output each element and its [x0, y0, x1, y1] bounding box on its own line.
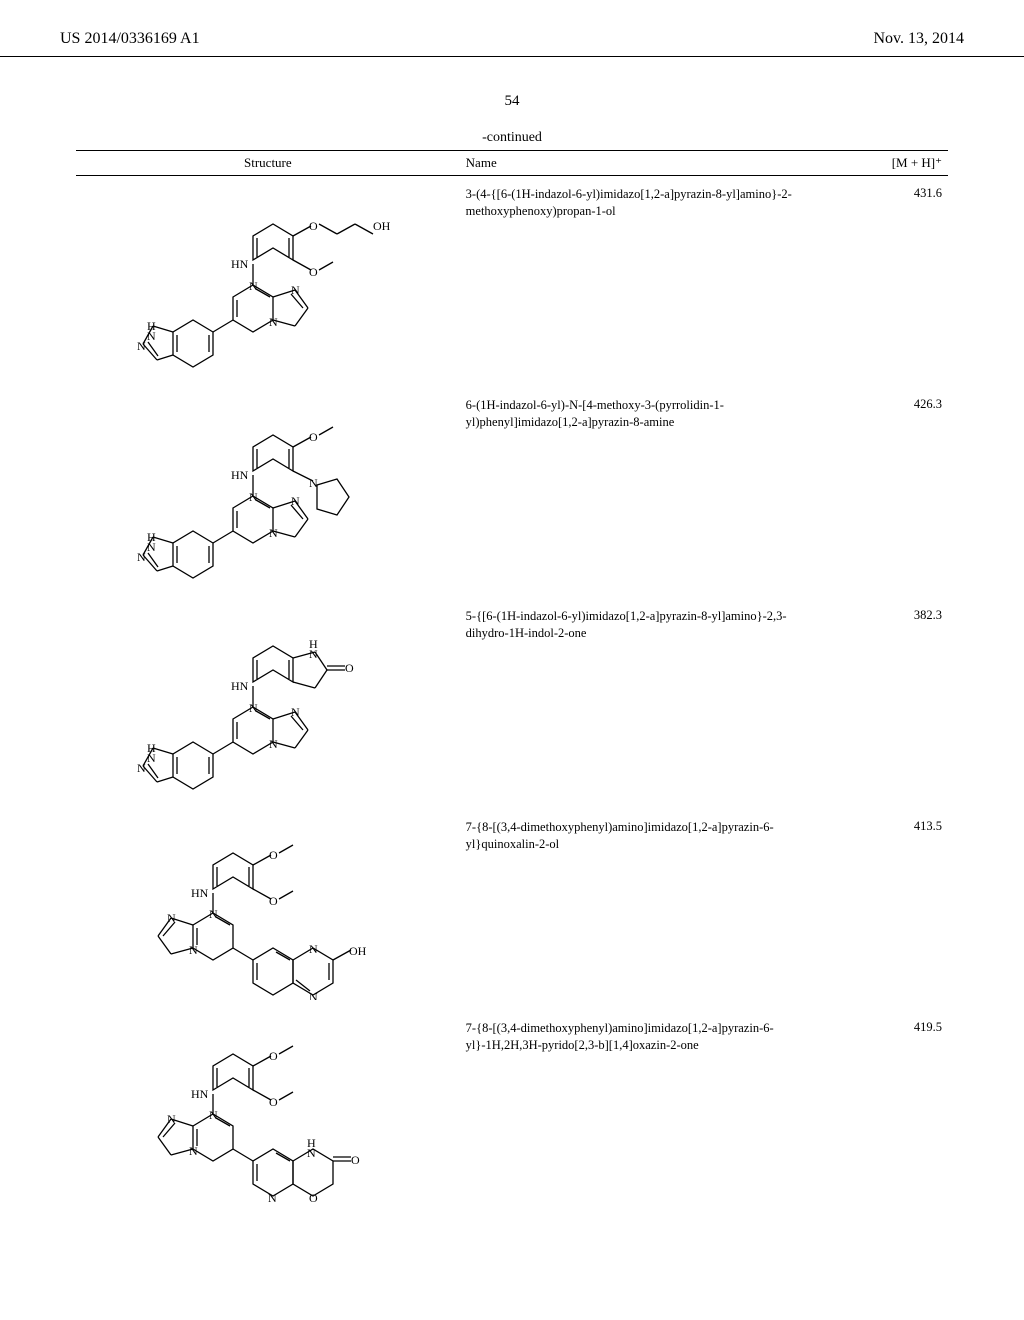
table-header-row: Structure Name [M + H]⁺: [76, 151, 948, 176]
svg-text:HN: HN: [191, 1087, 209, 1101]
svg-text:N: N: [268, 1191, 277, 1205]
continued-label: -continued: [0, 130, 1024, 146]
svg-text:N: N: [291, 494, 300, 508]
svg-text:O: O: [351, 1153, 360, 1167]
svg-text:N: N: [269, 526, 278, 540]
molecule-1: N N N HN: [123, 182, 413, 377]
svg-text:O: O: [309, 1191, 318, 1205]
svg-text:N: N: [137, 550, 146, 564]
svg-text:N: N: [269, 315, 278, 329]
svg-text:HN: HN: [231, 468, 249, 482]
svg-text:O: O: [269, 894, 278, 908]
svg-text:N: N: [189, 943, 198, 957]
col-name: Name: [460, 151, 809, 176]
name-cell: 5-{[6-(1H-indazol-6-yl)imidazo[1,2-a]pyr…: [460, 598, 809, 809]
name-cell: 6-(1H-indazol-6-yl)-N-[4-methoxy-3-(pyrr…: [460, 387, 809, 598]
svg-text:O: O: [309, 430, 318, 444]
svg-text:O: O: [269, 1049, 278, 1063]
molecule-3: N N N HN: [123, 604, 413, 799]
svg-text:N: N: [309, 647, 318, 661]
table-row: N N N HN O: [76, 1010, 948, 1216]
svg-text:O: O: [309, 219, 318, 233]
mh-cell: 382.3: [808, 598, 948, 809]
molecule-4: N N N HN: [123, 815, 413, 1000]
svg-text:O: O: [309, 265, 318, 279]
table-row: N N N HN: [76, 387, 948, 598]
svg-text:N: N: [291, 283, 300, 297]
table-row: N N N HN: [76, 809, 948, 1010]
svg-text:N: N: [147, 540, 156, 554]
svg-text:O: O: [345, 661, 354, 675]
svg-text:HN: HN: [191, 886, 209, 900]
compound-table-container: Structure Name [M + H]⁺: [76, 150, 948, 1216]
name-cell: 7-{8-[(3,4-dimethoxyphenyl)amino]imidazo…: [460, 809, 809, 1010]
structure-cell: N N N HN: [76, 176, 460, 388]
name-cell: 7-{8-[(3,4-dimethoxyphenyl)amino]imidazo…: [460, 1010, 809, 1216]
structure-cell: N N N HN: [76, 598, 460, 809]
svg-text:HN: HN: [231, 679, 249, 693]
mh-cell: 431.6: [808, 176, 948, 388]
svg-text:OH: OH: [349, 944, 367, 958]
molecule-2: N N N HN: [123, 393, 413, 588]
mh-cell: 426.3: [808, 387, 948, 598]
structure-cell: N N N HN: [76, 809, 460, 1010]
svg-text:N: N: [147, 329, 156, 343]
svg-text:O: O: [269, 848, 278, 862]
structure-cell: N N N HN O: [76, 1010, 460, 1216]
publication-number: US 2014/0336169 A1: [60, 30, 200, 48]
svg-text:N: N: [167, 1112, 176, 1126]
svg-text:HN: HN: [231, 257, 249, 271]
col-mh: [M + H]⁺: [808, 151, 948, 176]
page-number: 54: [0, 93, 1024, 110]
mh-cell: 413.5: [808, 809, 948, 1010]
svg-text:N: N: [137, 339, 146, 353]
page-header: US 2014/0336169 A1 Nov. 13, 2014: [0, 0, 1024, 57]
svg-text:N: N: [307, 1146, 316, 1160]
svg-text:N: N: [309, 942, 318, 956]
structure-cell: N N N HN: [76, 387, 460, 598]
svg-text:N: N: [189, 1144, 198, 1158]
svg-text:N: N: [137, 761, 146, 775]
col-structure: Structure: [76, 151, 460, 176]
compound-table: Structure Name [M + H]⁺: [76, 150, 948, 1216]
svg-text:O: O: [269, 1095, 278, 1109]
svg-text:N: N: [309, 990, 318, 1000]
svg-text:OH: OH: [373, 219, 391, 233]
svg-text:N: N: [167, 911, 176, 925]
publication-date: Nov. 13, 2014: [873, 30, 964, 48]
table-row: N N N HN: [76, 598, 948, 809]
molecule-5: N N N HN O: [123, 1016, 413, 1206]
svg-text:N: N: [147, 751, 156, 765]
name-cell: 3-(4-{[6-(1H-indazol-6-yl)imidazo[1,2-a]…: [460, 176, 809, 388]
svg-text:N: N: [291, 705, 300, 719]
svg-text:N: N: [269, 737, 278, 751]
mh-cell: 419.5: [808, 1010, 948, 1216]
table-row: N N N HN: [76, 176, 948, 388]
